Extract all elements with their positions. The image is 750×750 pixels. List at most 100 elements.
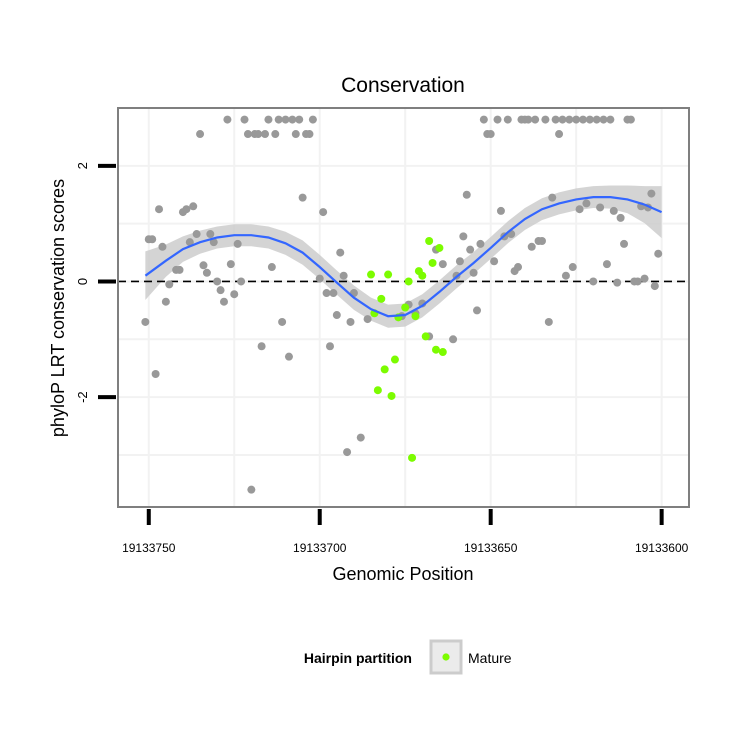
x-axis-title: Genomic Position <box>332 564 473 584</box>
background-point <box>155 205 164 214</box>
background-point <box>514 263 523 272</box>
legend-key <box>429 639 463 675</box>
background-point <box>568 263 577 272</box>
background-point <box>308 115 317 124</box>
background-point <box>558 115 567 124</box>
mature-point <box>425 237 434 245</box>
background-point <box>579 115 588 124</box>
background-point <box>503 115 512 124</box>
background-point <box>537 237 546 245</box>
background-point <box>343 448 352 457</box>
background-point <box>257 342 266 351</box>
background-point <box>565 115 574 124</box>
background-point <box>524 115 533 124</box>
background-point <box>346 317 355 326</box>
background-point <box>284 352 293 361</box>
background-point <box>592 115 601 124</box>
background-point <box>216 286 225 295</box>
background-point <box>230 290 239 299</box>
mature-point <box>367 270 376 279</box>
background-point <box>213 277 222 286</box>
background-point <box>254 130 263 139</box>
background-point <box>199 261 208 270</box>
background-point <box>582 199 591 208</box>
background-point <box>356 433 365 442</box>
background-point <box>585 115 594 124</box>
mature-point <box>418 271 427 280</box>
mature-point <box>431 345 440 354</box>
background-point <box>161 297 170 306</box>
mature-point <box>390 355 399 364</box>
background-point <box>243 130 252 139</box>
background-point <box>325 342 334 351</box>
mature-point <box>387 391 396 400</box>
mature-point <box>377 294 386 303</box>
background-point <box>185 238 194 247</box>
background-point <box>336 248 345 257</box>
background-point <box>261 130 270 139</box>
background-point <box>267 263 276 272</box>
background-point <box>602 260 611 269</box>
confidence-band-layer <box>145 185 662 328</box>
background-point <box>599 115 608 124</box>
background-point <box>182 205 191 214</box>
mature-point <box>438 348 447 357</box>
background-point <box>291 130 300 139</box>
mature-point <box>411 312 420 321</box>
background-point <box>319 208 328 217</box>
background-point <box>226 260 235 269</box>
background-point <box>616 213 625 222</box>
background-point <box>165 280 174 289</box>
background-point <box>264 115 273 124</box>
background-point <box>473 306 482 315</box>
legend-mature-marker <box>442 653 450 661</box>
background-point <box>486 130 495 139</box>
mature-point <box>421 332 430 341</box>
background-point <box>141 317 150 326</box>
background-point <box>363 315 372 324</box>
background-point <box>322 289 331 298</box>
background-point <box>596 203 605 212</box>
background-point <box>233 239 242 248</box>
background-point <box>544 317 553 326</box>
background-point <box>551 115 560 124</box>
background-point <box>247 485 256 494</box>
background-point <box>561 271 570 280</box>
background-point <box>527 242 536 251</box>
x-tick-label: 19133650 <box>464 541 518 555</box>
background-point <box>281 115 290 124</box>
y-tick-label: 0 <box>75 278 90 285</box>
background-point <box>531 115 540 124</box>
background-point <box>315 274 324 283</box>
background-point <box>459 232 468 241</box>
background-point <box>541 115 550 124</box>
x-axis: 19133750 19133700 19133650 19133600 <box>122 509 689 555</box>
background-point <box>626 115 635 124</box>
background-point <box>223 115 232 124</box>
background-point <box>332 311 341 320</box>
mature-point <box>408 453 417 462</box>
background-point <box>620 239 629 248</box>
mature-point <box>380 365 389 374</box>
background-point <box>469 268 478 277</box>
background-point <box>278 317 287 326</box>
background-point <box>438 260 447 269</box>
background-point <box>339 271 348 280</box>
background-point <box>192 230 201 239</box>
background-point <box>219 297 228 306</box>
points-layer <box>141 115 663 494</box>
background-point <box>209 238 218 247</box>
chart-title: Conservation <box>341 74 465 97</box>
background-point <box>633 277 642 286</box>
panel-border <box>117 107 690 508</box>
y-axis: -2 0 2 <box>75 162 116 403</box>
background-point <box>479 115 488 124</box>
background-point <box>575 205 584 214</box>
background-point <box>196 130 205 139</box>
mature-point <box>384 270 393 279</box>
background-point <box>572 115 581 124</box>
background-point <box>175 265 184 274</box>
background-point <box>148 235 157 244</box>
background-point <box>288 115 297 124</box>
